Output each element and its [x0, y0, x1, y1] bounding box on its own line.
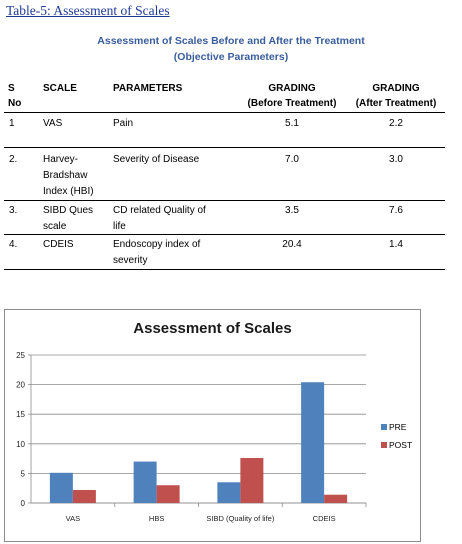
y-tick-label: 10: [16, 440, 25, 449]
bar-pre: [217, 482, 241, 503]
bar-post: [72, 489, 96, 503]
row-3-after: 7.6: [389, 205, 403, 216]
row-4-sno: 4.: [9, 239, 18, 250]
row-2-after: 3.0: [389, 154, 403, 165]
header-sno-no: No: [8, 98, 22, 109]
row-1-sno: 1: [9, 118, 15, 129]
row-3-scale-line-2: scale: [43, 221, 67, 232]
y-tick-label: 5: [21, 469, 26, 478]
x-tick-label: CDEIS: [313, 514, 336, 523]
header-parameters: PARAMETERS: [113, 83, 183, 94]
row-2-scale-line-1: Harvey-: [43, 154, 79, 165]
table-caption: Assessment of Scales Before and After th…: [97, 35, 365, 47]
row-1-after: 2.2: [389, 118, 403, 129]
table-subcaption: (Objective Parameters): [173, 51, 289, 63]
header-grading-before-sub: (Before Treatment): [247, 98, 337, 109]
header-grading-before: GRADING: [268, 83, 316, 94]
bar-pre: [301, 382, 325, 503]
bar-post: [324, 494, 348, 503]
y-tick-label: 20: [16, 381, 25, 390]
bar-pre: [49, 472, 73, 503]
row-2-before: 7.0: [285, 154, 299, 165]
row-3-before: 3.5: [285, 205, 299, 216]
header-sno: S: [8, 83, 15, 94]
legend-label-post: POST: [389, 440, 413, 450]
bar-chart: 0 5 10 15 20 25 VAS HBS SIBD (Quality of life) CD…: [16, 351, 367, 523]
row-1-scale: VAS: [43, 118, 63, 129]
y-tick-label: 15: [16, 410, 25, 419]
row-4-parameters-line-1: Endoscopy index of: [113, 239, 201, 250]
chart-title: Assessment of Scales: [133, 320, 292, 337]
legend-item-post: POST: [381, 440, 412, 450]
row-4-parameters-line-2: severity: [113, 255, 148, 266]
legend-label-pre: PRE: [389, 422, 407, 432]
header-scale: SCALE: [43, 83, 77, 94]
bar-post: [156, 485, 180, 503]
row-1-parameters: Pain: [113, 118, 134, 129]
y-tick-label: 25: [16, 351, 25, 360]
table-rule: [4, 200, 445, 201]
y-tick-label: 0: [21, 499, 26, 508]
bar-pre: [133, 461, 157, 503]
x-tick-label: VAS: [66, 514, 80, 523]
row-2-parameters: Severity of Disease: [113, 154, 200, 165]
row-3-parameters-line-1: CD related Quality of: [113, 205, 206, 216]
x-tick-label: SIBD (Quality of life): [206, 514, 274, 523]
row-2-scale-line-3: Index (HBI): [43, 186, 94, 197]
x-tick-label: HBS: [149, 514, 164, 523]
row-1-before: 5.1: [285, 118, 299, 129]
legend-swatch-post: [381, 442, 387, 448]
row-3-scale-line-1: SIBD Ques: [43, 205, 94, 216]
chart-container: Assessment of Scales 0 5 10 15 20 25 VAS HBS SIB…: [4, 309, 421, 542]
table-rule: [4, 269, 445, 270]
legend-swatch-pre: [381, 424, 387, 430]
legend-item-pre: PRE: [381, 422, 406, 432]
row-4-after: 1.4: [389, 239, 403, 250]
row-4-scale: CDEIS: [43, 239, 74, 250]
table-rule: [4, 112, 445, 113]
header-grading-after-sub: (After Treatment): [355, 98, 437, 109]
row-3-parameters-line-2: life: [113, 221, 126, 232]
header-grading-after: GRADING: [372, 83, 420, 94]
row-2-sno: 2.: [9, 154, 18, 165]
bar-post: [240, 458, 264, 503]
table-rule: [4, 234, 445, 235]
table-rule: [4, 147, 445, 148]
row-2-scale-line-2: Bradshaw: [43, 170, 88, 181]
row-3-sno: 3.: [9, 205, 18, 216]
document-title: Table-5: Assessment of Scales: [6, 3, 170, 18]
row-4-before: 20.4: [282, 239, 302, 250]
